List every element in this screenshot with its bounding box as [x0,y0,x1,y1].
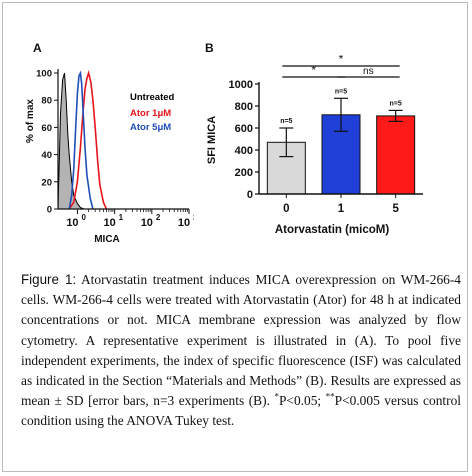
histA-x-tick-label: 10 [66,217,78,229]
caption-label: Figure 1: [21,272,77,287]
histA-x-tick-exponent: 1 [119,213,124,222]
histA-xlabel: MICA [94,234,120,245]
barB-category-label: 0 [283,203,289,215]
caption-text: Atorvastatin treatment induces MICA over… [21,272,461,409]
figure-frame: A B 020406080100100101102103 % of max MI… [2,2,468,472]
histA-ylabel: % of max [25,99,36,143]
barB-xlabel: Atorvastatin (micoM) [275,224,390,236]
panel-b-letter: B [205,41,214,55]
caption-text-2: P<0.05; [278,393,326,409]
caption-sup-1: * [274,391,279,402]
barB-significance-label: * [339,55,344,66]
barB-y-tick-label: 1000 [229,79,253,91]
barB-y-tick-label: 800 [235,101,253,113]
histA-y-tick-label: 100 [36,69,52,80]
histA-x-tick-exponent: 0 [81,213,86,222]
caption-sup-2: ** [325,391,335,402]
legend-ator-1um: Ator 1μM [130,108,171,119]
barB-n-label: n=5 [390,100,402,107]
histA-series-2-line [68,70,94,210]
panel-b-barchart: n=5 0 n=5 1 n=5 5 0 200 400 600 800 1000 * * ns SFI MI… [206,55,423,236]
barB-n-label: n=5 [280,118,292,125]
barB-category-label: 5 [392,203,399,215]
barB-ylabel: SFI MICA [206,116,218,164]
histA-series-1-line [68,70,108,210]
barB-y-tick-label: 600 [235,123,253,135]
histA-x-tick-label: 10 [141,217,153,229]
barB-y-tick-label: 0 [247,189,253,201]
caption-text-3: P<0.005 versus control condition using t… [21,393,461,429]
histA-y-tick-label: 60 [41,123,52,134]
panel-a-letter: A [33,41,42,55]
histA-y-tick-label: 40 [41,150,52,161]
barB-category-label: 1 [338,203,345,215]
histA-y-tick-label: 80 [41,96,52,107]
histA-x-tick-label: 10 [178,217,190,229]
barB-y-tick-label: 200 [235,167,253,179]
legend-untreated: Untreated [130,92,175,103]
barB-y-tick-label: 400 [235,145,253,157]
histA-x-tick-label: 10 [104,217,116,229]
barB-n-label: n=5 [335,88,347,95]
figure-caption: Figure 1: Atorvastatin treatment induces… [21,270,461,432]
histA-y-tick-label: 0 [47,205,52,216]
barB-significance-label: * [311,63,316,77]
histA-x-tick-exponent: 3 [193,213,194,222]
barB-significance-label: ns [363,66,374,77]
panel-a-histogram: 020406080100100101102103 % of max MICA U… [25,69,194,246]
histA-y-tick-label: 20 [41,177,52,188]
histA-series-0-area [57,72,85,210]
histA-x-tick-exponent: 2 [156,213,161,222]
barB-bar-5 [376,115,416,195]
legend-ator-5um: Ator 5μM [130,122,171,133]
